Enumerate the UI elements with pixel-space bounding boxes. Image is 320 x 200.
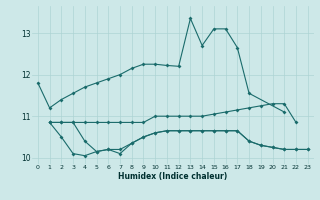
X-axis label: Humidex (Indice chaleur): Humidex (Indice chaleur): [118, 172, 228, 181]
